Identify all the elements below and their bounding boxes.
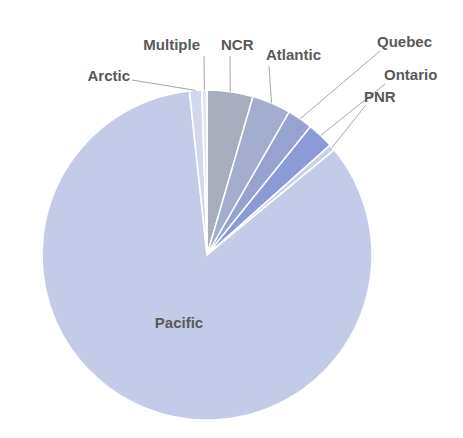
pie-slice bbox=[202, 90, 207, 255]
slice-label: Pacific bbox=[155, 314, 203, 331]
labels: NCR Atlantic Quebec Ontario PNR Pacific Arctic… bbox=[87, 33, 437, 331]
leader-line bbox=[300, 51, 380, 119]
slice-label: NCR bbox=[221, 36, 254, 53]
slice-label: Ontario bbox=[384, 66, 437, 83]
leader-line bbox=[230, 56, 231, 92]
pie-slice bbox=[42, 91, 372, 420]
slice-label: Quebec bbox=[377, 33, 432, 50]
leader-line bbox=[269, 66, 272, 103]
leader-line bbox=[132, 80, 196, 90]
slice-label: Atlantic bbox=[266, 46, 321, 63]
pie-slice bbox=[189, 90, 207, 255]
slice-label: Arctic bbox=[87, 67, 130, 84]
leader-line bbox=[332, 105, 366, 147]
pie bbox=[42, 90, 372, 420]
slice-label: PNR bbox=[364, 88, 396, 105]
chart: NCR Atlantic Quebec Ontario PNR Pacific Arctic… bbox=[0, 0, 463, 438]
leader-line bbox=[204, 56, 205, 90]
slice-label: Multiple bbox=[143, 36, 200, 53]
